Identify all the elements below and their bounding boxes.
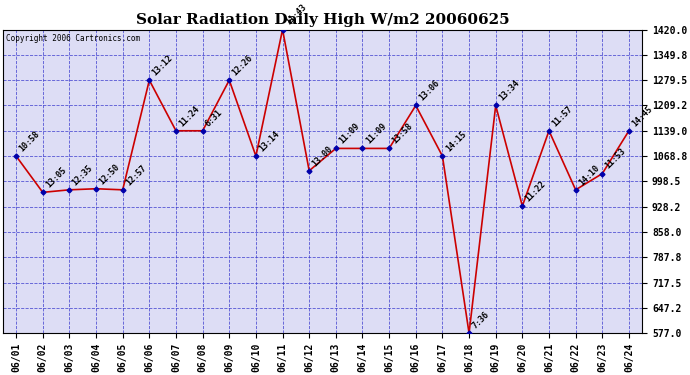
Title: Solar Radiation Daily High W/m2 20060625: Solar Radiation Daily High W/m2 20060625 <box>136 13 509 27</box>
Text: 14:10: 14:10 <box>577 163 601 187</box>
Text: 13:00: 13:00 <box>310 144 335 168</box>
Text: 13:05: 13:05 <box>44 165 68 190</box>
Text: 11:53: 11:53 <box>604 147 628 171</box>
Text: 13:58: 13:58 <box>391 122 415 146</box>
Text: 13:14: 13:14 <box>257 129 282 153</box>
Text: 13:34: 13:34 <box>497 79 521 103</box>
Text: 14:45: 14:45 <box>631 104 654 128</box>
Text: 14:15: 14:15 <box>444 129 468 153</box>
Text: 11:24: 11:24 <box>177 104 201 128</box>
Text: 6:31: 6:31 <box>204 108 224 128</box>
Text: 13:06: 13:06 <box>417 79 441 103</box>
Text: 13:12: 13:12 <box>150 53 175 77</box>
Text: 12:50: 12:50 <box>97 162 121 186</box>
Text: Copyright 2006 Cartronics.com: Copyright 2006 Cartronics.com <box>6 34 140 43</box>
Text: 7:36: 7:36 <box>471 310 491 330</box>
Text: 11:57: 11:57 <box>551 104 574 128</box>
Text: 10:58: 10:58 <box>17 129 41 153</box>
Text: 11:22: 11:22 <box>524 179 548 203</box>
Text: 11:09: 11:09 <box>364 122 388 146</box>
Text: 12:26: 12:26 <box>230 53 255 77</box>
Text: 12:35: 12:35 <box>71 163 95 187</box>
Text: 11:09: 11:09 <box>337 122 362 146</box>
Text: 12:57: 12:57 <box>124 163 148 187</box>
Text: 11:43: 11:43 <box>284 3 308 27</box>
